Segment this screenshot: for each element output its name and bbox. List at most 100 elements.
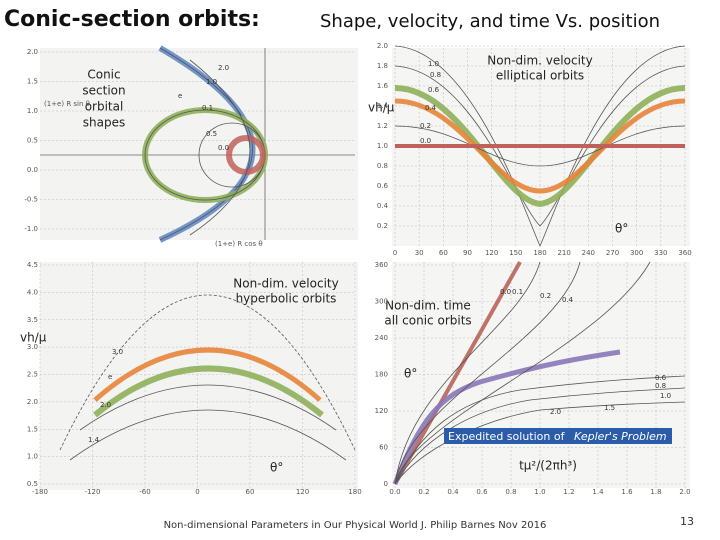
callout-text: Expedited solution of — [448, 430, 566, 443]
y-tick-label: -0.5 — [24, 196, 38, 204]
x-tick-label: 330 — [654, 249, 667, 257]
y-tick-label: 2.5 — [27, 371, 38, 379]
x-tick-label: 60 — [439, 249, 448, 257]
curve-label: 0.2 — [540, 292, 551, 300]
curve-label: 0.2 — [420, 122, 431, 130]
axis-label: vh/μ — [368, 101, 395, 115]
axis-label: θ° — [404, 367, 417, 381]
curve-label: 1.0 — [660, 392, 671, 400]
annotation: Non-dim. time — [385, 299, 471, 313]
x-tick-label: 0 — [393, 249, 397, 257]
x-tick-label: 1.8 — [650, 488, 661, 496]
axis-label: θ° — [615, 222, 628, 236]
curve-label: 2.0 — [218, 64, 229, 72]
y-tick-label: 180 — [375, 371, 388, 379]
x-tick-label: 60 — [246, 488, 255, 496]
curve-label: 0.8 — [430, 71, 441, 79]
annotation: shapes — [83, 116, 125, 130]
y-tick-label: 0.2 — [377, 222, 388, 230]
y-tick-label: 1.8 — [377, 62, 388, 70]
y-tick-label: 0 — [384, 480, 388, 488]
x-tick-label: -60 — [139, 488, 150, 496]
orbit-circular — [226, 135, 266, 175]
curve-label: 0.6 — [655, 374, 667, 382]
y-tick-label: 0.8 — [377, 162, 388, 170]
x-tick-label: 1.2 — [563, 488, 574, 496]
curve-label: 0.5 — [206, 130, 217, 138]
curve-label: 2.0 — [100, 401, 111, 409]
x-tick-label: 210 — [557, 249, 570, 257]
panel-background — [40, 48, 358, 240]
annotation: Non-dim. velocity — [233, 277, 338, 291]
velocity-elliptical — [394, 98, 686, 194]
slide-subtitle: Shape, velocity, and time Vs. position — [320, 11, 660, 32]
y-tick-label: 60 — [379, 444, 388, 452]
x-tick-label: 0 — [195, 488, 199, 496]
x-tick-label: 0.0 — [389, 488, 400, 496]
y-tick-label: 4.5 — [27, 261, 38, 269]
y-tick-label: 0.6 — [377, 182, 389, 190]
y-tick-label: 240 — [375, 334, 388, 342]
curve-label: 1.0 — [428, 60, 439, 68]
y-tick-label: 120 — [375, 407, 388, 415]
x-tick-label: 1.0 — [534, 488, 545, 496]
velocity-line — [69, 409, 347, 461]
velocity-elliptical — [394, 85, 686, 208]
axis-label: (1+e) R sin θ — [44, 100, 90, 108]
orbit-line — [159, 47, 253, 241]
x-tick-label: -120 — [85, 488, 101, 496]
y-tick-label: 4.0 — [27, 288, 38, 296]
curve-label: e — [178, 92, 182, 100]
curve-label: 1.0 — [206, 78, 217, 86]
time-line — [394, 375, 686, 485]
annotation: Conic — [87, 68, 120, 82]
velocity-line — [394, 65, 686, 227]
y-tick-label: 2.0 — [27, 48, 38, 56]
curve-label: 0.0 — [500, 288, 511, 296]
curve-label: 0.0 — [218, 144, 229, 152]
y-tick-label: 0.4 — [377, 202, 389, 210]
page-number: 13 — [680, 515, 694, 528]
x-tick-label: 0.2 — [418, 488, 429, 496]
x-tick-label: 360 — [678, 249, 691, 257]
curve-label: 0.1 — [202, 104, 213, 112]
axis-label: tμ²/(2πh³) — [519, 459, 577, 473]
annotation: orbital — [85, 100, 124, 114]
footer: Non-dimensional Parameters in Our Physic… — [164, 520, 547, 531]
curve-label: 0.6 — [428, 86, 440, 94]
curve-label: 0.4 — [425, 104, 437, 112]
y-tick-label: 2.0 — [27, 398, 38, 406]
y-tick-label: 1.0 — [27, 453, 38, 461]
x-tick-label: 240 — [582, 249, 595, 257]
time-line — [394, 387, 686, 485]
time-line — [394, 261, 581, 485]
y-tick-label: 0.5 — [27, 480, 38, 488]
x-tick-label: 150 — [509, 249, 522, 257]
curve-label: 2.0 — [550, 408, 561, 416]
time-circular — [393, 261, 522, 485]
y-tick-label: 360 — [375, 261, 388, 269]
y-tick-label: 1.5 — [27, 78, 38, 86]
panel-background — [392, 262, 690, 488]
x-tick-label: 90 — [463, 249, 472, 257]
y-tick-label: 1.4 — [377, 102, 389, 110]
curve-label: 0.4 — [562, 296, 574, 304]
x-tick-label: 1.6 — [621, 488, 633, 496]
curve-label: 1.5 — [604, 404, 615, 412]
annotation: hyperbolic orbits — [236, 292, 337, 306]
curve-label: 0.8 — [655, 382, 666, 390]
velocity-hyperbolic — [93, 365, 324, 418]
y-tick-label: -1.0 — [24, 225, 38, 233]
annotation: elliptical orbits — [496, 69, 584, 83]
velocity-line — [394, 45, 686, 248]
x-tick-label: 0.6 — [476, 488, 488, 496]
annotation: all conic orbits — [384, 314, 471, 328]
y-tick-label: 1.5 — [27, 425, 38, 433]
velocity-hyperbolic — [93, 347, 322, 402]
y-tick-label: 2.0 — [377, 42, 388, 50]
y-tick-label: 1.0 — [27, 107, 38, 115]
x-tick-label: 2.0 — [679, 488, 690, 496]
curve-label: e — [108, 373, 112, 381]
time-elliptical — [392, 349, 621, 485]
